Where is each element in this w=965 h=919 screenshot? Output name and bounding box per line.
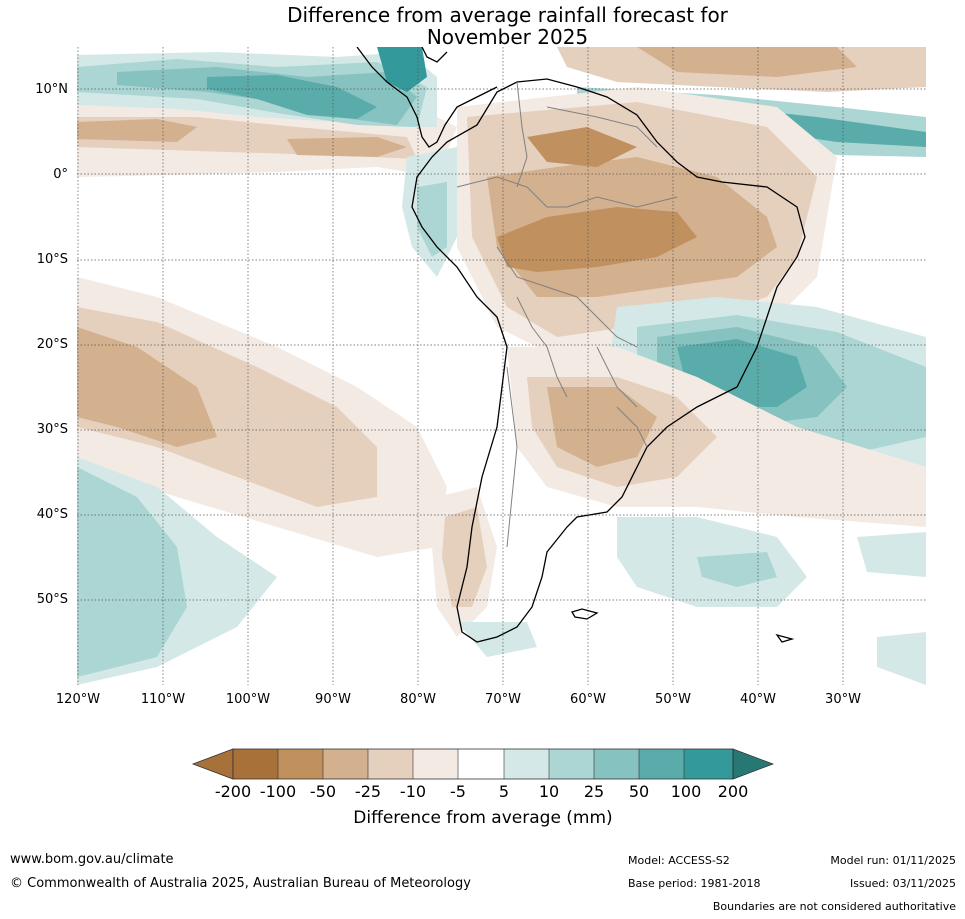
lon-label-120w: 120°W bbox=[55, 692, 101, 707]
colorbar bbox=[191, 748, 775, 780]
contour-patagonia-dry-m25 bbox=[442, 507, 487, 607]
contour-south-atlantic-wet-2 bbox=[857, 532, 926, 577]
title-line-1: Difference from average rainfall forecas… bbox=[287, 3, 728, 27]
colorbar-cell-p10 bbox=[549, 749, 594, 779]
colorbar-tick-m100: -100 bbox=[259, 782, 297, 801]
central-america-coastline bbox=[356, 47, 498, 148]
lon-label-90w: 90°W bbox=[315, 692, 351, 707]
title-line-2: November 2025 bbox=[426, 25, 589, 49]
lon-label-30w: 30°W bbox=[825, 692, 861, 707]
colorbar-cell-p5 bbox=[504, 749, 549, 779]
contour-south-atlantic-wet-p10 bbox=[697, 552, 777, 587]
colorbar-tick-p50: 50 bbox=[628, 782, 650, 801]
colorbar-tick-m10: -10 bbox=[399, 782, 427, 801]
rainfall-map bbox=[77, 47, 926, 685]
lon-label-60w: 60°W bbox=[570, 692, 606, 707]
lat-label-10s: 10°S bbox=[36, 252, 68, 267]
colorbar-tick-m50: -50 bbox=[309, 782, 337, 801]
lon-label-110w: 110°W bbox=[140, 692, 186, 707]
contour-north-wet-band-p100 bbox=[377, 47, 427, 92]
base-period-text: Base period: 1981-2018 bbox=[628, 877, 761, 890]
lon-label-40w: 40°W bbox=[740, 692, 776, 707]
contour-south-atlantic-wet-3 bbox=[877, 632, 926, 685]
lat-label-50s: 50°S bbox=[36, 592, 68, 607]
colorbar-cell-m200 bbox=[233, 749, 278, 779]
colorbar-tick-p5: 5 bbox=[498, 782, 510, 801]
colorbar-tick-m200: -200 bbox=[214, 782, 252, 801]
colorbar-arrow-left bbox=[191, 748, 234, 780]
lon-label-50w: 50°W bbox=[655, 692, 691, 707]
lat-label-40s: 40°S bbox=[36, 507, 68, 522]
contour-north-dry-band-inner bbox=[77, 119, 197, 142]
contour-south-brazil-dry-m50 bbox=[547, 387, 657, 467]
lon-label-100w: 100°W bbox=[225, 692, 271, 707]
contour-north-dry-band-inner-2 bbox=[287, 137, 407, 157]
lat-label-20s: 20°S bbox=[36, 337, 68, 352]
colorbar-arrow-right bbox=[732, 748, 775, 780]
colorbar-cell-m50 bbox=[323, 749, 368, 779]
south-georgia-island bbox=[775, 633, 795, 643]
contour-fills bbox=[77, 47, 926, 685]
colorbar-tick-m5: -5 bbox=[450, 782, 466, 801]
south-america-coastline bbox=[411, 78, 806, 643]
country-borders bbox=[456, 81, 678, 548]
copyright-text: © Commonwealth of Australia 2025, Austra… bbox=[10, 876, 471, 891]
colorbar-cell-m100 bbox=[278, 749, 323, 779]
lat-label-0: 0° bbox=[53, 167, 68, 182]
colorbar-cell-m25 bbox=[368, 749, 413, 779]
disclaimer-text: Boundaries are not considered authoritat… bbox=[712, 900, 956, 913]
colorbar-tick-p25: 25 bbox=[583, 782, 605, 801]
colorbar-tick-p100: 100 bbox=[670, 782, 702, 801]
colorbar-tick-p10: 10 bbox=[538, 782, 560, 801]
contour-pacific-coast-wet-inner bbox=[417, 182, 447, 257]
map-title: Difference from average rainfall forecas… bbox=[0, 4, 965, 48]
website-link[interactable]: www.bom.gov.au/climate bbox=[10, 852, 174, 867]
lat-label-10n: 10°N bbox=[35, 82, 68, 97]
contour-amazon-dry-m100b bbox=[527, 127, 637, 167]
coastlines bbox=[356, 47, 806, 643]
contour-ne-dry-inner bbox=[637, 47, 857, 77]
lon-label-80w: 80°W bbox=[400, 692, 436, 707]
contour-patagonia-wet bbox=[457, 622, 537, 657]
colorbar-tick-p200: 200 bbox=[717, 782, 749, 801]
colorbar-cell-p50 bbox=[639, 749, 684, 779]
contour-south-pacific-dry-m50 bbox=[77, 327, 217, 447]
colorbar-cell-m10 bbox=[413, 749, 458, 779]
colorbar-tick-m25: -25 bbox=[354, 782, 382, 801]
caribbean-coastline bbox=[421, 47, 448, 63]
lon-label-70w: 70°W bbox=[485, 692, 521, 707]
map-canvas bbox=[77, 47, 926, 685]
model-text: Model: ACCESS-S2 bbox=[628, 854, 730, 867]
colorbar-label: Difference from average (mm) bbox=[353, 808, 613, 828]
falklands-islands bbox=[571, 608, 599, 620]
contour-amazon-dry-m100 bbox=[497, 207, 697, 272]
grid-lines bbox=[77, 47, 926, 685]
lat-label-30s: 30°S bbox=[36, 422, 68, 437]
colorbar-cell-p25 bbox=[594, 749, 639, 779]
colorbar-cell-neutral bbox=[458, 749, 504, 779]
contour-north-wet-band-p50 bbox=[207, 75, 377, 119]
issued-text: Issued: 03/11/2025 bbox=[849, 877, 956, 890]
model-run-text: Model run: 01/11/2025 bbox=[830, 854, 956, 867]
contour-southwest-wet-p10 bbox=[77, 467, 187, 677]
colorbar-cell-p100 bbox=[684, 749, 733, 779]
